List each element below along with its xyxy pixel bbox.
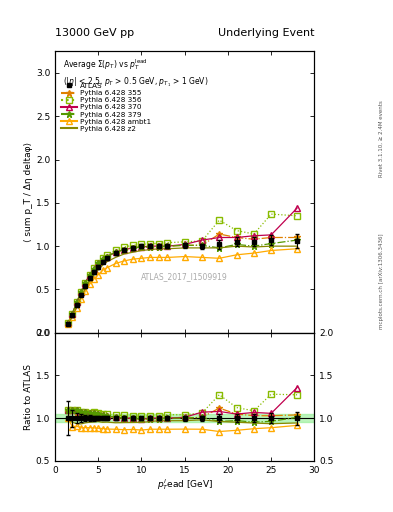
Text: ATLAS_2017_I1509919: ATLAS_2017_I1509919 — [141, 272, 228, 281]
Text: Rivet 3.1.10, ≥ 2.4M events: Rivet 3.1.10, ≥ 2.4M events — [379, 100, 384, 177]
Text: Average $\Sigma(p_T)$ vs $p_T^{\rm lead}$
($|\eta|$ < 2.5, $p_T$ > 0.5 GeV, $p_{: Average $\Sigma(p_T)$ vs $p_T^{\rm lead}… — [63, 57, 208, 89]
Text: 13000 GeV pp: 13000 GeV pp — [55, 28, 134, 38]
Y-axis label: Ratio to ATLAS: Ratio to ATLAS — [24, 364, 33, 430]
Y-axis label: ⟨ sum p_T / Δη deltaφ⟩: ⟨ sum p_T / Δη deltaφ⟩ — [24, 142, 33, 242]
X-axis label: $p_T^{l}$ead [GeV]: $p_T^{l}$ead [GeV] — [156, 477, 213, 493]
Text: Underlying Event: Underlying Event — [218, 28, 314, 38]
Bar — [55, 414, 314, 422]
Legend: ATLAS, Pythia 6.428 355, Pythia 6.428 356, Pythia 6.428 370, Pythia 6.428 379, P: ATLAS, Pythia 6.428 355, Pythia 6.428 35… — [61, 83, 151, 132]
Text: mcplots.cern.ch [arXiv:1306.3436]: mcplots.cern.ch [arXiv:1306.3436] — [379, 234, 384, 329]
